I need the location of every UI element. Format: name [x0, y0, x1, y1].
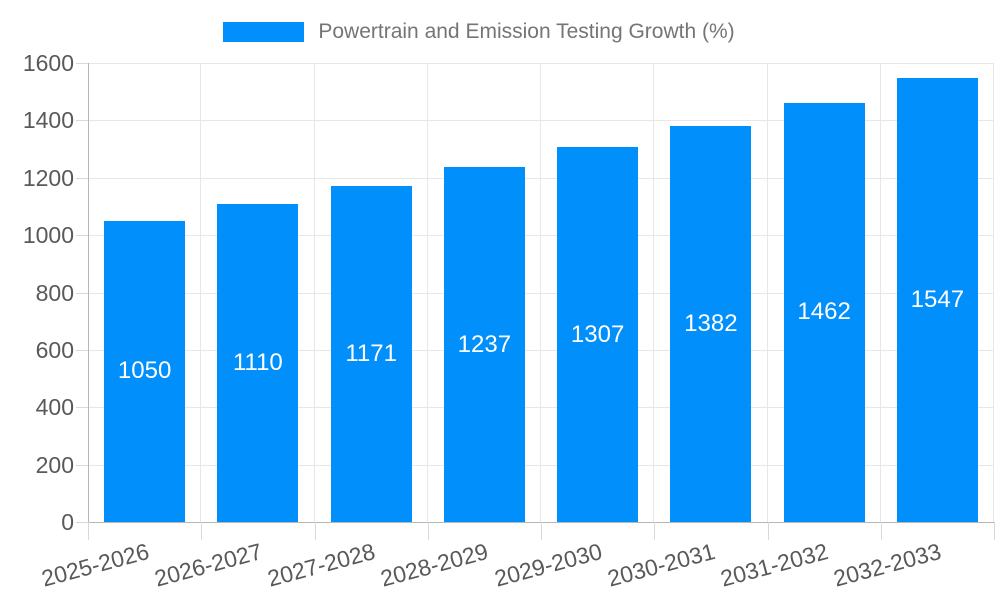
y-axis-label: 1400: [22, 107, 74, 134]
y-axis-label: 200: [35, 451, 74, 478]
gridline-horizontal: [88, 235, 994, 237]
y-axis-tick: [76, 177, 88, 179]
y-axis-label: 1200: [22, 164, 74, 191]
y-axis-label: 400: [35, 394, 74, 421]
gridline-horizontal: [88, 120, 994, 122]
y-axis-tick: [76, 464, 88, 466]
x-axis-tick: [767, 522, 769, 540]
x-axis-tick: [654, 522, 656, 540]
gridline-horizontal: [88, 407, 994, 409]
gridline-vertical: [879, 63, 881, 522]
y-axis-tick: [76, 349, 88, 351]
y-axis-line: [88, 63, 89, 522]
gridline-horizontal: [88, 177, 994, 179]
x-axis-tick: [994, 522, 995, 540]
bar[interactable]: [896, 78, 978, 522]
x-axis-tick: [201, 522, 203, 540]
gridline-horizontal: [88, 292, 994, 294]
x-axis-tick: [314, 522, 316, 540]
legend-item[interactable]: Powertrain and Emission Testing Growth (…: [223, 20, 735, 44]
y-axis-tick: [76, 407, 88, 409]
bar[interactable]: [670, 125, 752, 522]
x-axis-tick: [880, 522, 882, 540]
bar[interactable]: [557, 147, 639, 522]
legend: Powertrain and Emission Testing Growth (…: [0, 20, 958, 44]
gridline-horizontal: [88, 63, 994, 64]
legend-swatch-icon: [223, 22, 305, 42]
plot-area: 1050 1110 1171 1237 1307 1382 1462 1547: [88, 63, 994, 522]
y-axis-tick: [76, 522, 88, 523]
y-axis-label: 1000: [22, 222, 74, 249]
y-axis-tick: [76, 120, 88, 122]
x-axis-tick: [427, 522, 429, 540]
x-axis-tick: [541, 522, 542, 540]
gridline-horizontal: [88, 349, 994, 351]
y-axis-label: 800: [35, 279, 74, 306]
gridline-horizontal: [88, 464, 994, 466]
gridline-vertical: [766, 63, 768, 522]
bar[interactable]: [104, 220, 186, 522]
y-axis-label: 0: [61, 509, 74, 535]
bar[interactable]: [217, 203, 299, 522]
x-axis-tick: [88, 522, 89, 540]
bar[interactable]: [330, 186, 412, 522]
gridline-vertical: [653, 63, 655, 522]
gridline-vertical: [200, 63, 202, 522]
gridline-vertical: [313, 63, 315, 522]
gridline-vertical: [993, 63, 994, 522]
bar[interactable]: [443, 167, 525, 522]
y-axis-label: 600: [35, 336, 74, 363]
bar[interactable]: [783, 102, 865, 522]
y-axis-label: 1600: [22, 50, 74, 76]
gridline-vertical: [540, 63, 541, 522]
gridline-vertical: [426, 63, 428, 522]
y-axis-tick: [76, 292, 88, 294]
y-axis-tick: [76, 235, 88, 237]
y-axis-tick: [76, 63, 88, 64]
legend-label: Powertrain and Emission Testing Growth (…: [318, 20, 735, 43]
